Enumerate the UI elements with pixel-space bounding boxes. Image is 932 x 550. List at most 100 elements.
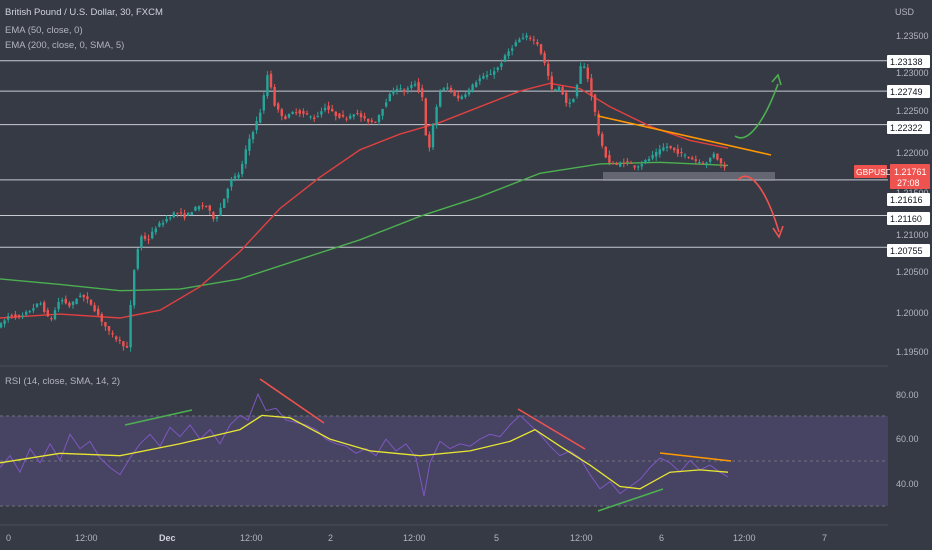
candle-body — [529, 37, 532, 39]
level-label-box[interactable]: 1.21160 — [887, 212, 930, 225]
candle-body — [604, 146, 607, 158]
candle-body — [143, 235, 147, 239]
rsi-tick: 80.00 — [896, 390, 919, 400]
indicator-ema50-label[interactable]: EMA (50, close, 0) — [5, 25, 83, 36]
candle-body — [179, 212, 183, 214]
candle-body — [273, 86, 276, 106]
candle-body — [442, 88, 445, 91]
candle-body — [471, 84, 474, 92]
candle-body — [453, 90, 456, 96]
candle-body — [716, 153, 719, 160]
level-label-box[interactable]: 1.22322 — [887, 121, 930, 134]
candle-body — [338, 113, 341, 118]
candle-body — [233, 176, 237, 179]
candle-body — [302, 111, 305, 114]
candle-body — [662, 147, 665, 151]
candle-body — [320, 111, 323, 115]
currency-label: USD — [895, 7, 915, 17]
candle-body — [309, 116, 312, 118]
chart-title: British Pound / U.S. Dollar, 30, FXCM — [5, 7, 163, 18]
candle-body — [547, 63, 550, 76]
level-label-box[interactable]: 1.20755 — [887, 244, 930, 257]
candle-body — [89, 299, 93, 305]
level-label: 1.22749 — [890, 87, 923, 97]
level-label: 1.21616 — [890, 195, 923, 205]
candle-body — [583, 66, 586, 69]
candle-body — [417, 82, 420, 91]
rsi-tick: 40.00 — [896, 479, 919, 489]
candle-body — [370, 120, 373, 122]
candle-body — [334, 111, 337, 116]
current-price-badge[interactable]: GBPUSD 1.21761 27:08 — [854, 164, 930, 189]
candle-body — [3, 320, 6, 324]
candle-body — [496, 67, 499, 70]
level-label-box[interactable]: 1.23138 — [887, 55, 930, 68]
ema-50-path — [0, 82, 729, 319]
candle-body — [223, 198, 226, 208]
candle-body — [248, 138, 251, 151]
candle-body — [518, 39, 521, 43]
bullish-arrow-head-icon — [771, 73, 782, 86]
candle-body — [147, 239, 150, 241]
candle-body — [64, 298, 67, 304]
candle-body — [565, 92, 568, 103]
candle-body — [619, 163, 622, 167]
candle-body — [57, 301, 60, 309]
candle-body — [86, 296, 89, 300]
candle-body — [608, 155, 611, 163]
candle-body — [10, 315, 13, 317]
candle-body — [626, 161, 629, 163]
indicator-ema200-label[interactable]: EMA (200, close, 0, SMA, 5) — [5, 40, 124, 51]
level-label-box[interactable]: 1.22749 — [887, 85, 930, 98]
candle-body — [262, 95, 265, 111]
candle-body — [601, 133, 604, 146]
level-label-box[interactable]: 1.21616 — [887, 193, 930, 206]
candle-body — [367, 118, 370, 122]
bearish-arrow — [737, 175, 780, 233]
candle-body — [359, 113, 363, 118]
candle-body — [172, 212, 175, 218]
candle-body — [374, 121, 377, 123]
candle-body — [723, 165, 726, 168]
candle-body — [118, 339, 121, 341]
candle-body — [500, 63, 503, 67]
candle-body — [266, 75, 269, 97]
rsi-ma-path — [0, 414, 729, 490]
candle-body — [557, 86, 561, 91]
time-tick: 12:00 — [75, 533, 98, 543]
time-tick: 0 — [6, 533, 11, 543]
candle-body — [125, 346, 129, 348]
candle-body — [698, 161, 701, 163]
candle-body — [550, 76, 553, 90]
candle-body — [460, 96, 463, 100]
candle-body — [521, 37, 525, 39]
candle-body — [237, 174, 240, 178]
ema-50-line — [0, 82, 729, 319]
candle-body — [151, 231, 154, 239]
time-tick: 12:00 — [570, 533, 593, 543]
candle-body — [655, 152, 658, 157]
candle-body — [323, 107, 327, 111]
candle-body — [356, 113, 359, 115]
candle-body — [579, 66, 582, 84]
candle-body — [53, 310, 57, 320]
candle-body — [457, 95, 460, 99]
candle-body — [536, 42, 539, 45]
rsi-ma-line — [0, 414, 729, 490]
time-tick: 12:00 — [240, 533, 263, 543]
price-tick: 1.20000 — [896, 308, 929, 318]
candle-body — [511, 48, 514, 51]
candle-body — [435, 106, 438, 126]
candle-body — [7, 316, 10, 320]
candle-body — [75, 298, 78, 305]
candle-body — [115, 336, 118, 340]
candle-body — [568, 102, 571, 104]
candle-body — [46, 310, 49, 317]
rsi-title[interactable]: RSI (14, close, SMA, 14, 2) — [5, 376, 120, 387]
time-tick: 12:00 — [403, 533, 426, 543]
candle-body — [129, 304, 132, 348]
candle-body — [532, 39, 535, 41]
candle-body — [388, 94, 391, 102]
candle-body — [421, 88, 424, 98]
candle-body — [68, 302, 71, 307]
